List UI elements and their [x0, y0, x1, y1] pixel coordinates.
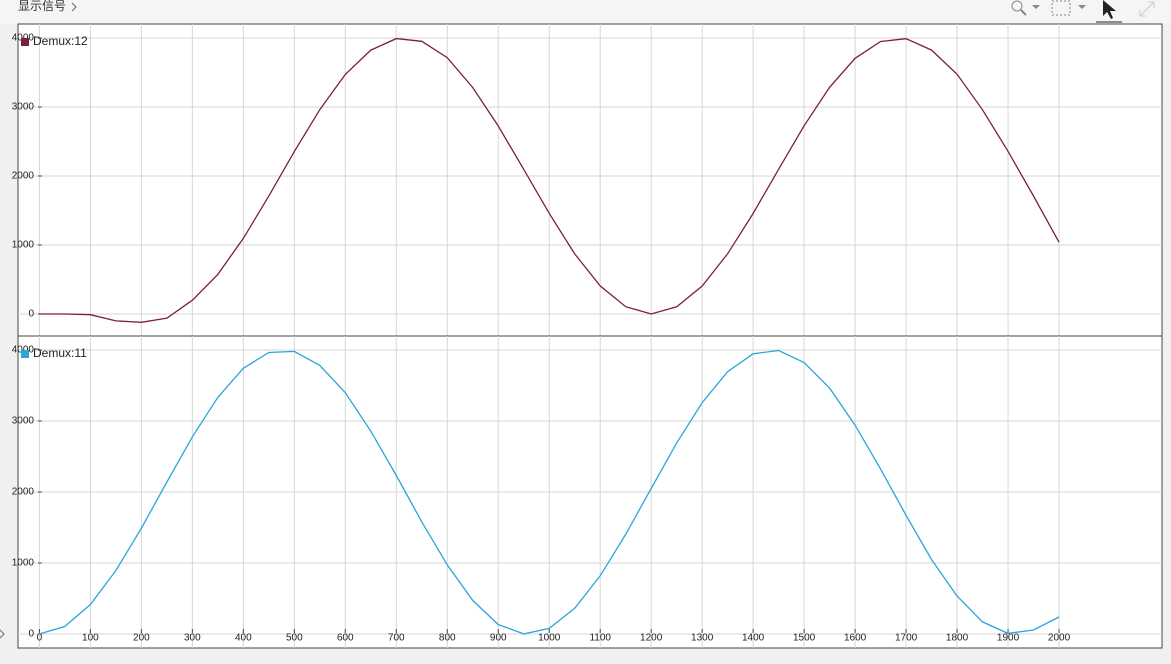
cursor-button[interactable]	[1096, 0, 1122, 23]
zoom-button[interactable]	[1011, 0, 1040, 16]
x-tick-label: 400	[235, 633, 252, 644]
x-tick-label: 1500	[793, 633, 816, 644]
legend-label: Demux:12	[33, 34, 88, 48]
x-tick-label: 700	[388, 633, 405, 644]
x-tick-label: 1400	[742, 633, 765, 644]
x-tick-label: 2000	[1048, 633, 1071, 644]
y-tick-label: 1000	[12, 240, 35, 251]
legend-label: Demux:11	[33, 346, 87, 360]
x-tick-label: 1200	[640, 633, 663, 644]
x-tick-label: 0	[37, 633, 43, 644]
x-tick-label: 1900	[997, 633, 1020, 644]
y-tick-label: 3000	[12, 416, 35, 427]
breadcrumb-arrow	[71, 2, 77, 12]
side-arrow	[0, 629, 5, 639]
x-tick-label: 800	[439, 633, 456, 644]
x-tick-label: 300	[184, 633, 201, 644]
breadcrumb[interactable]: 显示信号	[18, 0, 66, 13]
series-line	[39, 37, 1060, 323]
x-tick-label: 1000	[538, 633, 561, 644]
expand-button[interactable]	[1139, 1, 1155, 17]
y-tick-label: 2000	[12, 171, 35, 182]
x-tick-label: 500	[286, 633, 303, 644]
x-tick-label: 600	[337, 633, 354, 644]
toolbar	[0, 0, 1171, 24]
x-tick-label: 1600	[844, 633, 867, 644]
x-tick-label: 100	[82, 633, 99, 644]
fit-button[interactable]	[1051, 0, 1086, 16]
x-tick-label: 1300	[691, 633, 714, 644]
plot-area	[17, 23, 1163, 337]
y-tick-label: 1000	[12, 558, 35, 569]
series-line	[39, 349, 1060, 635]
x-tick-label: 900	[490, 633, 507, 644]
x-tick-label: 1800	[946, 633, 969, 644]
legend-swatch	[21, 350, 29, 358]
y-tick-label: 3000	[12, 102, 35, 113]
y-tick-label: 0	[28, 309, 34, 320]
y-tick-label: 2000	[12, 487, 35, 498]
x-tick-label: 200	[133, 633, 150, 644]
x-tick-label: 1700	[895, 633, 918, 644]
legend-swatch	[21, 38, 29, 46]
y-tick-label: 0	[28, 629, 34, 640]
x-tick-label: 1100	[589, 633, 611, 644]
